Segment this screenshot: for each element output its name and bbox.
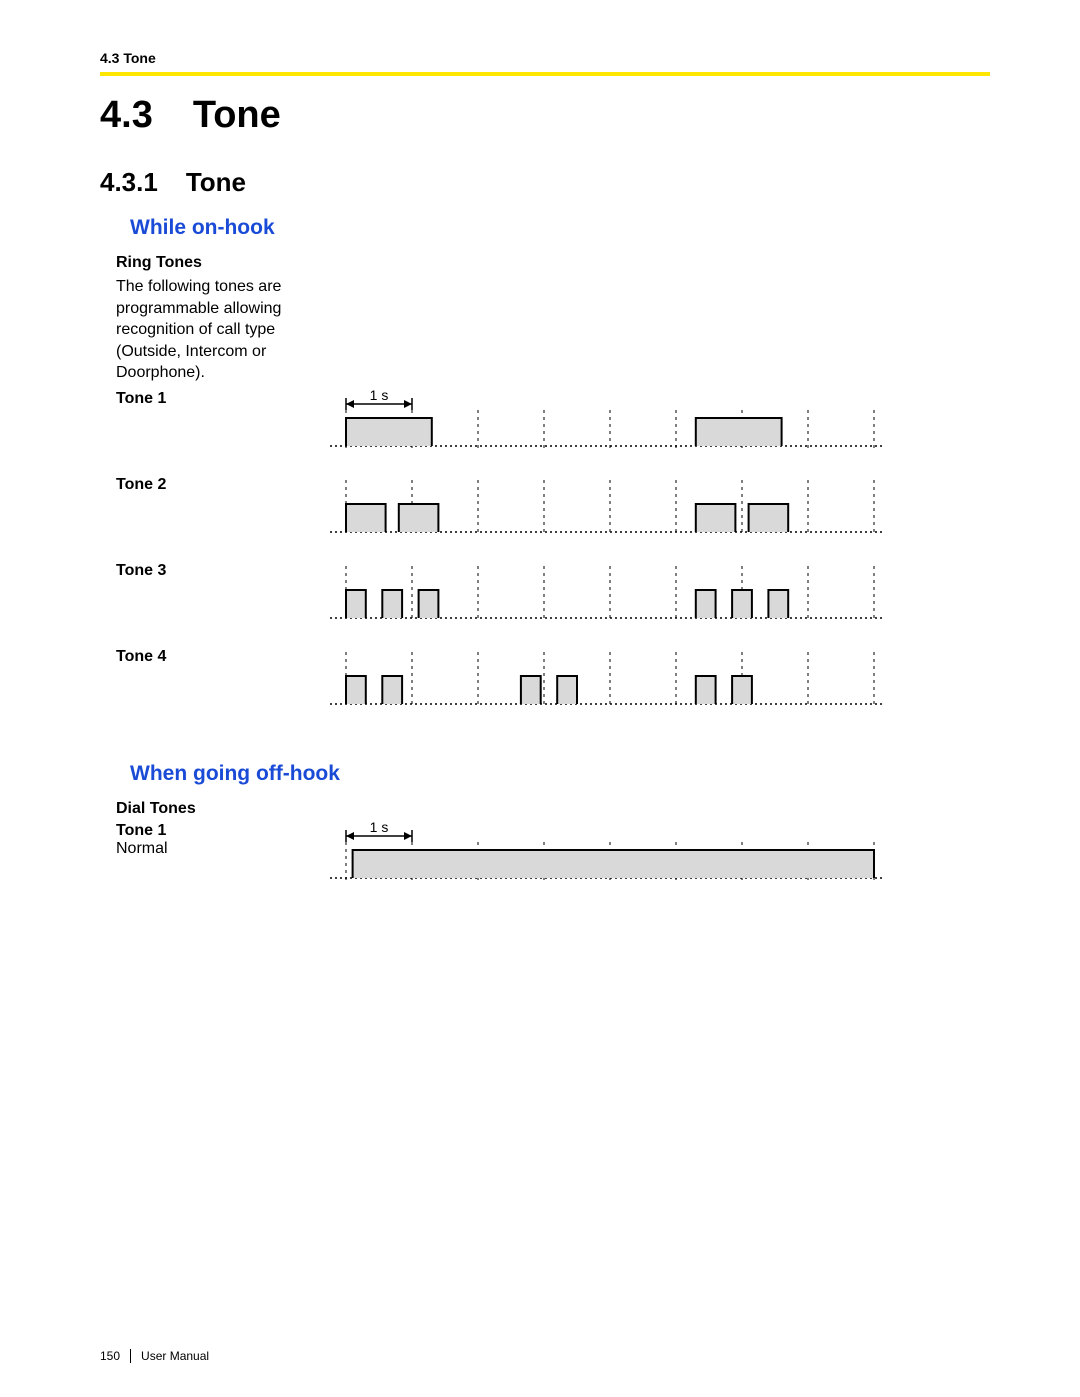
tone-label: Tone 2 — [116, 476, 330, 494]
tone-label: Tone 3 — [116, 562, 330, 580]
ring-tones-description: The following tones are programmable all… — [116, 276, 336, 384]
tone-diagram: 1 s — [330, 390, 884, 457]
heading-1-text: Tone — [193, 94, 281, 136]
tone-label: Tone 1 — [116, 822, 330, 840]
heading-1: 4.3 Tone — [100, 94, 990, 137]
section-off-hook-title: When going off-hook — [130, 762, 990, 786]
tone-row: Tone 2 — [100, 476, 990, 538]
tone-sublabel: Normal — [116, 840, 330, 858]
tone-row: Tone 1Normal 1 s — [100, 822, 990, 884]
heading-2-text: Tone — [186, 167, 246, 197]
tone-row: Tone 1 1 s — [100, 390, 990, 452]
heading-1-num: 4.3 — [100, 94, 153, 137]
svg-text:1 s: 1 s — [370, 822, 389, 835]
tone-diagram — [330, 562, 884, 629]
heading-2: 4.3.1 Tone — [100, 167, 990, 198]
tone-diagram — [330, 648, 884, 715]
tone-label: Tone 1 — [116, 390, 330, 408]
section-on-hook-title: While on-hook — [130, 216, 990, 240]
footer-title: User Manual — [131, 1349, 209, 1363]
footer-page-number: 150 — [100, 1349, 131, 1363]
tone-label: Tone 4 — [116, 648, 330, 666]
svg-text:1 s: 1 s — [370, 390, 389, 403]
tone-row: Tone 4 — [100, 648, 990, 710]
running-header: 4.3 Tone — [100, 50, 990, 66]
tone-row: Tone 3 — [100, 562, 990, 624]
page-footer: 150User Manual — [100, 1349, 209, 1363]
dial-tones-subtitle: Dial Tones — [116, 800, 990, 818]
heading-2-num: 4.3.1 — [100, 167, 158, 198]
ring-tones-subtitle: Ring Tones — [116, 254, 990, 272]
tone-diagram — [330, 476, 884, 543]
tone-diagram: 1 s — [330, 822, 884, 889]
header-rule — [100, 72, 990, 76]
